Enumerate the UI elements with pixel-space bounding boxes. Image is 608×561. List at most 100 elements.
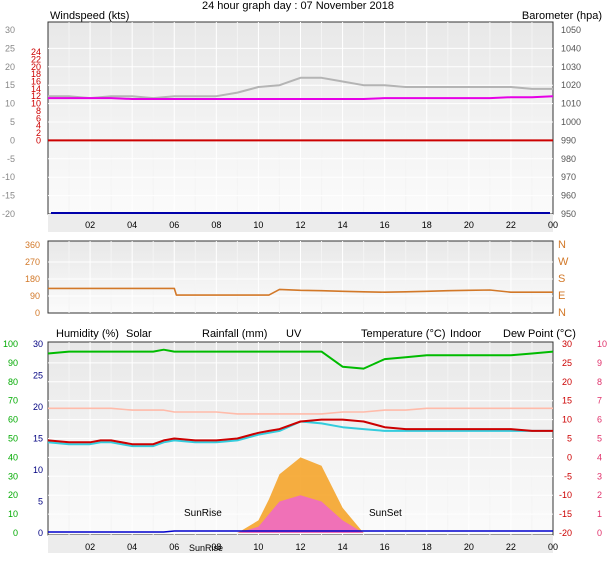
x-tick-label: 16 [380,542,390,552]
humidity-line [47,348,554,370]
solar-tick: 6 [597,415,602,425]
solar-tick: 1 [597,509,602,519]
temp-panel: Humidity (%) Solar Rainfall (mm) UV Temp… [3,328,607,553]
uv-tick: -5 [564,471,572,481]
rainfall-tick: 30 [33,339,43,349]
windspeed-inner-tick: 12 [31,91,41,101]
wind-x-ticks: 02 04 06 08 10 12 14 16 18 20 22 00 [85,220,558,230]
x-tick-label: 00 [548,220,558,230]
uv-tick: 15 [562,396,572,406]
barometer-tick: 1050 [561,25,581,35]
rainfall-tick: 0 [38,528,43,538]
direction-degree-tick: 270 [25,257,40,267]
rainfall-tick: 15 [33,434,43,444]
direction-series [48,287,553,296]
solar-tick: 7 [597,396,602,406]
temperature-line [47,418,553,446]
uv-ticks: -20 -15 -10 -5 0 5 10 15 20 25 30 [559,339,572,538]
rainfall-ticks: 0 5 10 15 20 25 30 [33,339,43,538]
humidity-tick: 30 [8,471,18,481]
x-tick-label: 04 [127,220,137,230]
x-tick-label: 10 [253,220,263,230]
uv-area [48,495,553,533]
x-tick-label: 18 [422,220,432,230]
x-tick-label: 00 [548,542,558,552]
humidity-tick: 10 [8,509,18,519]
x-tick-label: 12 [295,542,305,552]
windspeed-inner-tick: 6 [36,113,41,123]
direction-compass-tick: N [558,239,566,251]
dewpoint-label: Dew Point (°C) [503,328,576,340]
humidity-ticks: 0 10 20 30 40 50 60 70 80 90 100 [3,339,18,538]
windspeed-tick: 30 [5,25,15,35]
x-tick-label: 20 [464,542,474,552]
rainfall-tick: 25 [33,371,43,381]
windspeed-inner-tick: 24 [31,47,41,57]
barometer-tick: 960 [561,191,576,201]
x-tick-label: 22 [506,542,516,552]
x-tick-label: 04 [127,542,137,552]
direction-compass-tick: S [558,273,565,285]
x-tick-label: 08 [211,220,221,230]
x-tick-label: 20 [464,220,474,230]
uv-tick: 10 [562,415,572,425]
direction-degree-tick: 0 [35,308,40,318]
x-tick-label: 06 [169,220,179,230]
windspeed-tick: -20 [2,209,15,219]
barometer-tick: 1000 [561,117,581,127]
barometer-tick: 980 [561,154,576,164]
barometer-tick: 1020 [561,80,581,90]
solar-tick: 5 [597,434,602,444]
direction-grid [48,241,553,313]
windspeed-inner-tick: 18 [31,69,41,79]
windspeed-inner-tick: 8 [36,106,41,116]
humidity-tick: 70 [8,396,18,406]
barometer-tick: 1010 [561,99,581,109]
wind-direction-line [48,287,553,296]
wind-grid [48,22,553,214]
direction-degree-tick: 180 [25,274,40,284]
solar-tick: 8 [597,377,602,387]
barometer-line [48,95,554,100]
temperature-label: Temperature (°C) [361,328,445,340]
windspeed-inner-tick: 14 [31,84,41,94]
x-tick-label: 18 [422,542,432,552]
uv-tick: 5 [567,434,572,444]
rainfall-line [48,530,553,533]
sunset-label: SunSet [369,508,402,519]
windspeed-tick: 5 [10,117,15,127]
rainfall-tick: 10 [33,465,43,475]
windspeed-ticks: -20 -15 -10 -5 0 5 10 15 20 25 30 [2,25,15,219]
humidity-tick: 20 [8,490,18,500]
solar-ticks: 0 1 2 3 4 5 6 7 8 9 10 [597,339,607,538]
x-tick-label: 02 [85,220,95,230]
direction-degree-tick: 360 [25,240,40,250]
humidity-tick: 0 [13,528,18,538]
rainfall-tick: 5 [38,497,43,507]
humidity-tick: 60 [8,415,18,425]
humidity-tick: 40 [8,452,18,462]
indoor-label: Indoor [450,328,482,340]
uv-tick: -15 [559,509,572,519]
humidity-tick: 100 [3,339,18,349]
barometer-ticks: 950 960 970 980 990 1000 1010 1020 1030 1040 1050 [561,25,581,219]
x-tick-label: 02 [85,542,95,552]
windspeed-inner-tick: 10 [31,99,41,109]
humidity-tick: 50 [8,434,18,444]
solar-tick: 4 [597,452,602,462]
wind-series [48,76,554,214]
direction-degree-tick: 90 [30,291,40,301]
solar-label: Solar [126,328,152,340]
windspeed-tick: -10 [2,172,15,182]
windspeed-inner-tick: 2 [36,128,41,138]
barometer-tick: 1040 [561,43,581,53]
uv-tick: 0 [567,452,572,462]
dewpoint-line [47,420,553,448]
uv-tick: 20 [562,377,572,387]
windspeed-tick: 10 [5,99,15,109]
barometer-tick: 1030 [561,62,581,72]
windspeed-tick: -15 [2,191,15,201]
temp-x-axis-strip [48,535,553,553]
